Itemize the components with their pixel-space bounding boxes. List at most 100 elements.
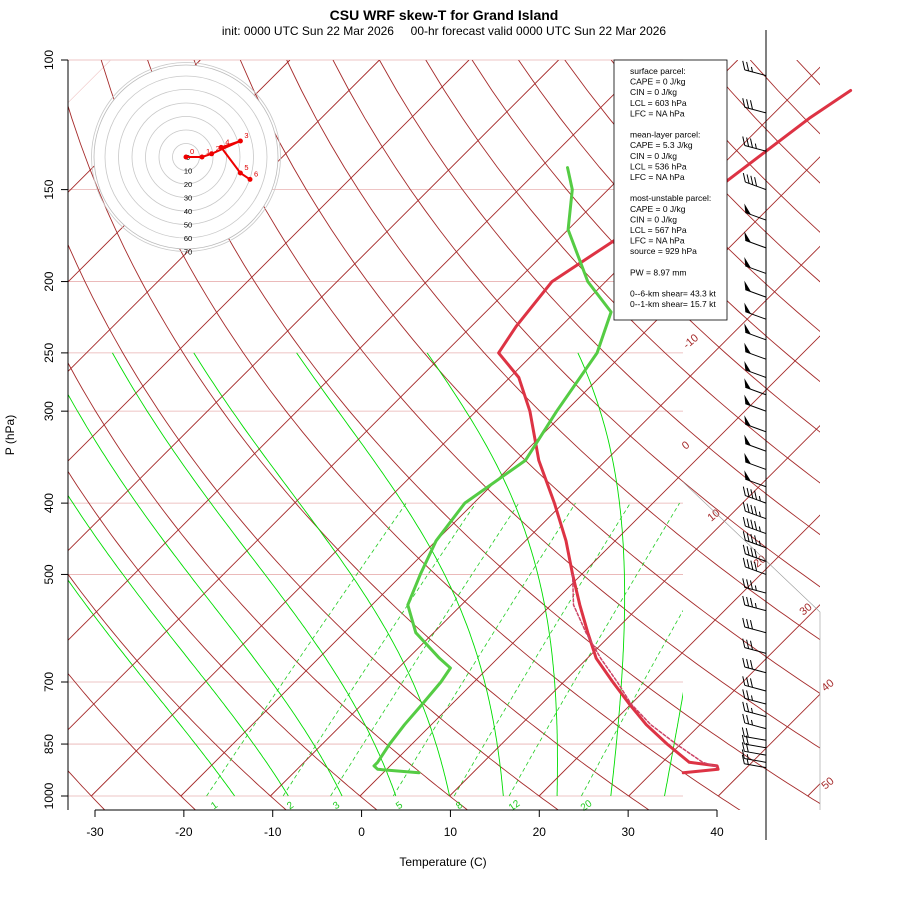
wind-barb <box>742 689 767 705</box>
wind-barb-flag <box>741 742 745 752</box>
hodograph-point <box>209 151 215 157</box>
wind-barb <box>744 231 767 249</box>
wind-barb-pennant <box>744 452 751 464</box>
wind-barb-flag <box>754 177 758 187</box>
isotherm-line <box>68 60 559 552</box>
y-axis-label: P (hPa) <box>3 415 17 455</box>
wind-barb-flag <box>749 597 753 608</box>
info-box-line: 0--6-km shear= 43.3 kt <box>630 289 716 299</box>
isotherm-line <box>68 60 649 641</box>
chart-subtitle: init: 0000 UTC Sun 22 Mar 2026 00-hr for… <box>221 24 667 38</box>
hodograph-point-label: 2 <box>216 144 220 153</box>
hodograph-ring-label: 70 <box>184 248 192 257</box>
wind-barb <box>742 544 767 562</box>
wind-barb-half-flag <box>754 585 757 591</box>
wind-barb <box>741 734 767 749</box>
isotherm-line <box>538 514 820 797</box>
wind-barb-half-flag <box>746 754 749 760</box>
wind-barb-pennant <box>744 378 751 390</box>
wind-barb-flag <box>754 535 758 545</box>
wind-barb-flag <box>741 754 745 764</box>
wind-barb-pennant <box>744 415 751 427</box>
dry-adiabat-line <box>286 60 820 641</box>
wind-barb-pennant <box>744 434 751 446</box>
wind-barb-flag <box>749 619 753 630</box>
hodograph-point <box>183 154 189 160</box>
wind-barb <box>744 256 767 274</box>
dry-adiabat-line <box>193 60 820 749</box>
wind-barb-flag <box>745 735 749 745</box>
info-box-line: mean-layer parcel: <box>630 130 700 140</box>
wind-barb <box>742 638 767 654</box>
wind-barb-flag <box>750 504 754 515</box>
mixing-ratio-line <box>206 502 407 797</box>
wind-barb-staff <box>744 710 767 718</box>
wind-barb <box>744 452 767 470</box>
parcel-profile <box>571 573 718 768</box>
y-tick-label: 300 <box>42 401 56 421</box>
wind-barb-flag <box>742 60 746 71</box>
info-box-line: most-unstable parcel: <box>630 193 711 203</box>
dewpoint-profile <box>372 166 613 775</box>
isotherm-label: 50 <box>820 775 837 792</box>
wind-barb-half-flag <box>758 511 761 517</box>
moist-adiabat-line <box>68 393 343 797</box>
wind-barb <box>744 415 767 433</box>
hodograph-point-label: 1 <box>206 147 210 156</box>
wind-barb-flag <box>742 701 746 711</box>
dry-adiabat-line <box>100 60 741 810</box>
wind-barb-half-flag <box>746 759 749 765</box>
hodograph-point <box>237 138 243 144</box>
info-box-line: LCL = 567 hPa <box>630 225 687 235</box>
mixing-ratio-label: 3 <box>331 800 342 812</box>
wind-barb <box>742 531 767 549</box>
mixing-ratio-line <box>508 502 680 797</box>
wind-barb-staff <box>744 722 767 730</box>
wind-barb <box>742 617 767 634</box>
y-tick-label: 850 <box>42 734 56 754</box>
moist-adiabat-line <box>426 352 558 796</box>
info-box-line: LCL = 603 hPa <box>630 98 687 108</box>
wind-barb-flag <box>746 677 750 687</box>
info-box-frame <box>613 59 728 321</box>
wind-barb <box>744 342 767 360</box>
info-box-line: LFC = NA hPa <box>630 236 685 246</box>
x-axis-label: Temperature (C) <box>399 855 486 869</box>
dry-adiabat-line <box>68 243 559 810</box>
moist-adiabat-line <box>577 352 626 797</box>
skew-grid-line <box>180 293 683 797</box>
y-tick-label: 100 <box>42 50 56 70</box>
wind-barb-flag <box>746 137 750 147</box>
isotherm-label: 30 <box>798 601 815 618</box>
wind-barb-pennant <box>744 203 751 215</box>
wind-barb-staff <box>744 626 767 634</box>
wind-barb-flag <box>749 580 753 590</box>
wind-barb-flag <box>741 749 745 759</box>
wind-barb-flag <box>746 618 750 629</box>
hodograph-ring-label: 20 <box>184 180 192 189</box>
dry-adiabat-line <box>703 60 820 184</box>
hodograph-point-label: 3 <box>244 131 248 140</box>
mixing-ratio-line <box>581 609 683 797</box>
wind-barb-flag <box>746 518 750 528</box>
wind-barb-flag <box>742 617 746 628</box>
y-tick-label: 500 <box>42 564 56 584</box>
wind-barb-flag <box>754 548 758 559</box>
wind-barb-flag <box>749 640 753 650</box>
wind-barb-flag <box>742 502 746 512</box>
wind-barb-flag <box>742 531 746 541</box>
wind-barb-flag <box>742 595 746 606</box>
wind-barb-flag <box>742 544 746 554</box>
wind-barb-pennant <box>744 470 751 482</box>
y-tick-label: 1000 <box>42 782 56 809</box>
hodograph-ring-label: 50 <box>184 221 192 230</box>
wind-barb-staff <box>744 647 767 654</box>
x-tick-label: 40 <box>710 825 724 839</box>
moist-adiabat-line <box>112 352 397 797</box>
wind-barb <box>744 302 767 320</box>
mixing-ratio-label: 20 <box>579 798 595 814</box>
hodograph-ring-label: 10 <box>184 167 192 176</box>
wind-barb <box>742 136 767 152</box>
